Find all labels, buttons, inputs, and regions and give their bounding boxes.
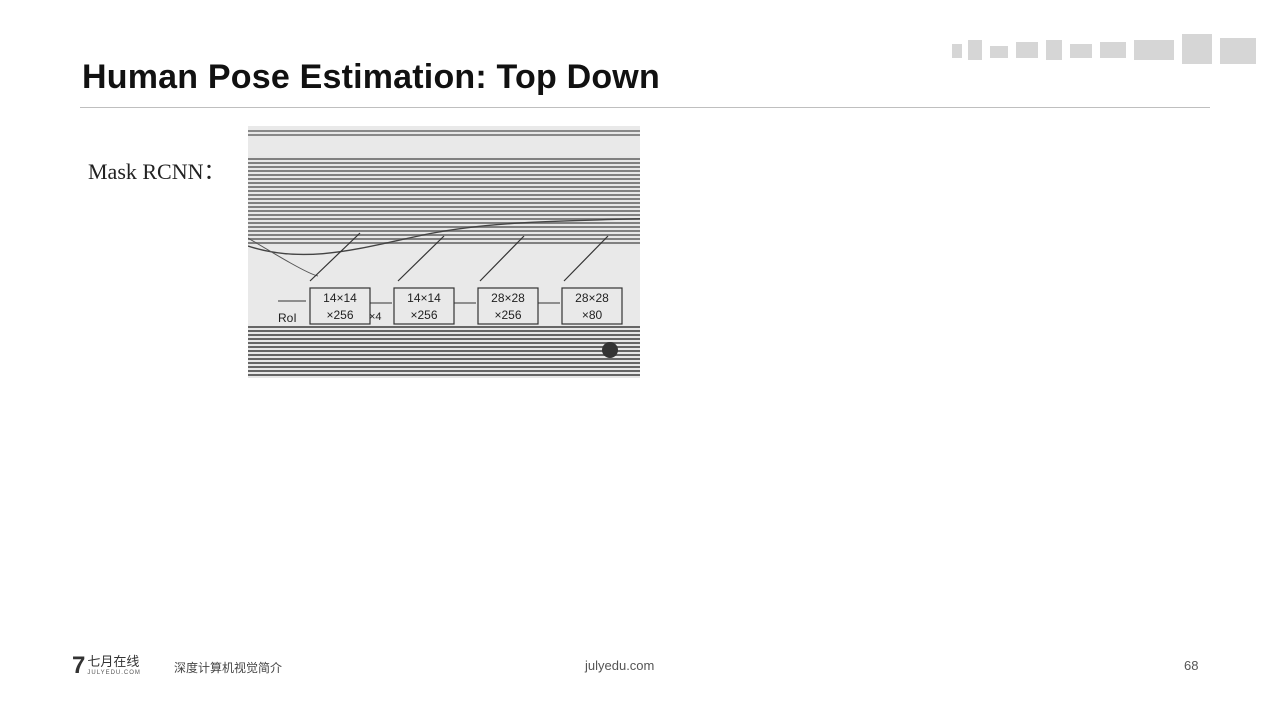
course-title: 深度计算机视觉简介 (174, 661, 283, 675)
box-depth-label: ×256 (326, 308, 353, 322)
scan-band (248, 130, 640, 136)
watermark-logo (952, 34, 1256, 64)
cursor-icon (602, 342, 618, 358)
roi-label: RoI (278, 311, 297, 325)
box-depth-label: ×256 (410, 308, 437, 322)
box-size-label: 28×28 (491, 291, 525, 305)
watermark-block (990, 46, 1008, 58)
block-edge (309, 232, 361, 282)
scan-band (248, 156, 640, 246)
logo-brand-url: JULYEDU.COM (87, 669, 141, 676)
feature-box: 28×28 ×256 (477, 287, 539, 325)
watermark-block (1100, 42, 1126, 58)
box-size-label: 14×14 (323, 291, 357, 305)
block-edge (479, 235, 525, 282)
box-depth-label: ×256 (494, 308, 521, 322)
watermark-block (1046, 40, 1062, 60)
feature-box: 28×28 ×80 (561, 287, 623, 325)
watermark-block (1182, 34, 1212, 64)
watermark-block (952, 44, 962, 58)
mask-rcnn-head-figure: RoI 14×14 ×256 ×4 14×14 ×256 28×28 ×256 (248, 126, 640, 378)
block-edge (397, 235, 445, 282)
mask-rcnn-label: Mask RCNN： (88, 159, 226, 184)
watermark-block (1134, 40, 1174, 60)
slide-title: Human Pose Estimation: Top Down (82, 58, 660, 96)
repeat-label: ×4 (369, 311, 382, 323)
connector-curve (248, 217, 640, 256)
figure-svg: RoI 14×14 ×256 ×4 14×14 ×256 28×28 ×256 (248, 126, 640, 378)
page-number: 68 (1184, 658, 1199, 673)
watermark-block (1220, 38, 1256, 64)
watermark-block (1016, 42, 1038, 58)
feature-box: 14×14 ×256 (309, 287, 371, 325)
box-size-label: 14×14 (407, 291, 441, 305)
logo-brand: 七月在线 JULYEDU.COM (87, 656, 141, 677)
logo-mark-icon: 7 (72, 652, 86, 679)
feature-box: 14×14 ×256 (393, 287, 455, 325)
scan-band (248, 326, 640, 378)
watermark-block (1070, 44, 1092, 58)
title-divider (80, 107, 1210, 108)
logo-brand-name: 七月在线 (87, 654, 140, 670)
connector-curve (248, 237, 319, 277)
box-depth-label: ×80 (582, 308, 603, 322)
box-size-label: 28×28 (575, 291, 609, 305)
watermark-block (968, 40, 982, 60)
footer-site-url: julyedu.com (585, 658, 655, 673)
footer-logo: 7 七月在线 JULYEDU.COM (72, 654, 141, 678)
block-edge (563, 235, 609, 282)
